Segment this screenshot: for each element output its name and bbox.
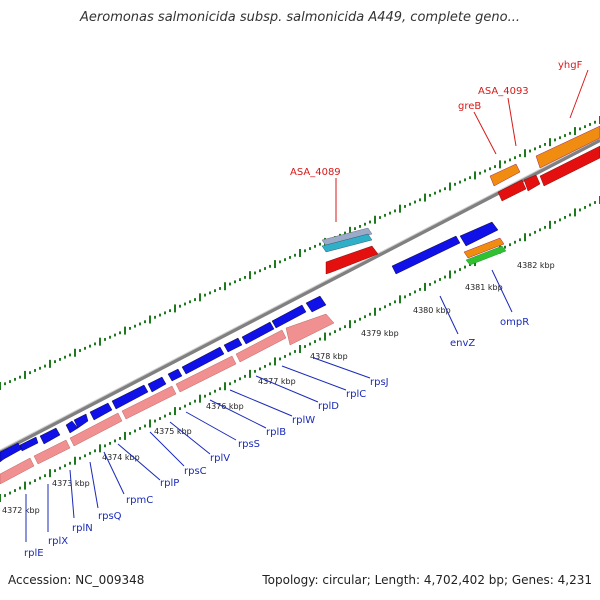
- label-rpsq: rpsQ: [98, 511, 122, 522]
- label-rpln: rplN: [72, 523, 93, 534]
- gene-arrow: [19, 436, 39, 452]
- topology-summary: Topology: circular; Length: 4,702,402 bp…: [262, 573, 592, 587]
- gene-arrow: [39, 427, 61, 445]
- svg-text:4376 kbp: 4376 kbp: [206, 402, 244, 411]
- gene-arrow: [0, 457, 35, 485]
- tick-row-upper: [0, 116, 600, 390]
- kbp-scale-labels: 4372 kbp 4373 kbp 4374 kbp 4375 kbp 4376…: [2, 261, 555, 515]
- gene-arrow: [181, 346, 225, 375]
- svg-text:4377 kbp: 4377 kbp: [258, 377, 296, 386]
- map-title: Aeromonas salmonicida subsp. salmonicida…: [80, 10, 520, 25]
- gene-arrow: [147, 376, 167, 393]
- label-rplx: rplX: [48, 536, 68, 547]
- upper-right-genes[interactable]: [489, 125, 600, 202]
- gene-arrow: [33, 439, 71, 465]
- gene-arrow: [121, 385, 177, 420]
- gene-arrow: [73, 413, 89, 429]
- label-rplp: rplP: [160, 478, 179, 489]
- top-gene-labels: ASA_4089 greB ASA_4093 yhgF: [290, 60, 589, 222]
- bottom-gene-labels: [25, 269, 513, 542]
- label-envz: envZ: [450, 338, 475, 349]
- svg-text:4378 kbp: 4378 kbp: [310, 352, 348, 361]
- gene-asa-4089[interactable]: [321, 227, 379, 275]
- tick-row-lower: [0, 196, 600, 502]
- gene-arrow: [0, 442, 23, 463]
- label-greb: greB: [458, 101, 481, 112]
- gene-arrow: [391, 235, 461, 275]
- gene-arrow: [235, 329, 287, 363]
- label-rpss: rpsS: [238, 439, 260, 450]
- label-rpmc: rpmC: [126, 495, 153, 506]
- gene-arrow: [271, 304, 307, 329]
- gene-arrow: [285, 313, 335, 346]
- gene-arrow: [167, 368, 183, 382]
- svg-text:4381 kbp: 4381 kbp: [465, 283, 503, 292]
- label-asa-4089: ASA_4089: [290, 167, 341, 178]
- accession-text: Accession: NC_009348: [8, 573, 145, 587]
- rna-genes[interactable]: [463, 237, 507, 266]
- gene-arrow: [89, 402, 113, 421]
- svg-text:4379 kbp: 4379 kbp: [361, 329, 399, 338]
- label-rple: rplE: [24, 548, 44, 559]
- gene-arrow: [305, 295, 327, 313]
- bottom-gene-label-text: rplE rplX rplN rpsQ rpmC rplP rpsC rplV …: [24, 317, 529, 559]
- svg-text:4372 kbp: 4372 kbp: [2, 506, 40, 515]
- label-rpld: rplD: [318, 401, 339, 412]
- gene-arrow: [241, 321, 275, 345]
- svg-text:4380 kbp: 4380 kbp: [413, 306, 451, 315]
- genome-backbone-highlight: [0, 137, 600, 451]
- label-rpsj: rpsJ: [370, 377, 389, 388]
- label-rplc: rplC: [346, 389, 366, 400]
- label-rplb: rplB: [266, 427, 286, 438]
- forward-gene-track[interactable]: [0, 221, 499, 463]
- gene-arrow: [175, 355, 237, 393]
- svg-text:4375 kbp: 4375 kbp: [154, 427, 192, 436]
- label-asa-4093: ASA_4093: [478, 86, 529, 97]
- gene-arrow: [223, 337, 243, 353]
- label-yhgf: yhgF: [558, 60, 583, 71]
- gene-arrow: [459, 221, 499, 247]
- reverse-gene-track-light[interactable]: [0, 313, 335, 485]
- label-rpsc: rpsC: [184, 466, 207, 477]
- label-ompr: ompR: [500, 317, 529, 328]
- svg-text:4374 kbp: 4374 kbp: [102, 453, 140, 462]
- gene-arrow: [69, 412, 123, 447]
- label-rplw: rplW: [292, 415, 315, 426]
- label-rplv: rplV: [210, 453, 230, 464]
- svg-text:4382 kbp: 4382 kbp: [517, 261, 555, 270]
- gene-arrow: [111, 384, 149, 410]
